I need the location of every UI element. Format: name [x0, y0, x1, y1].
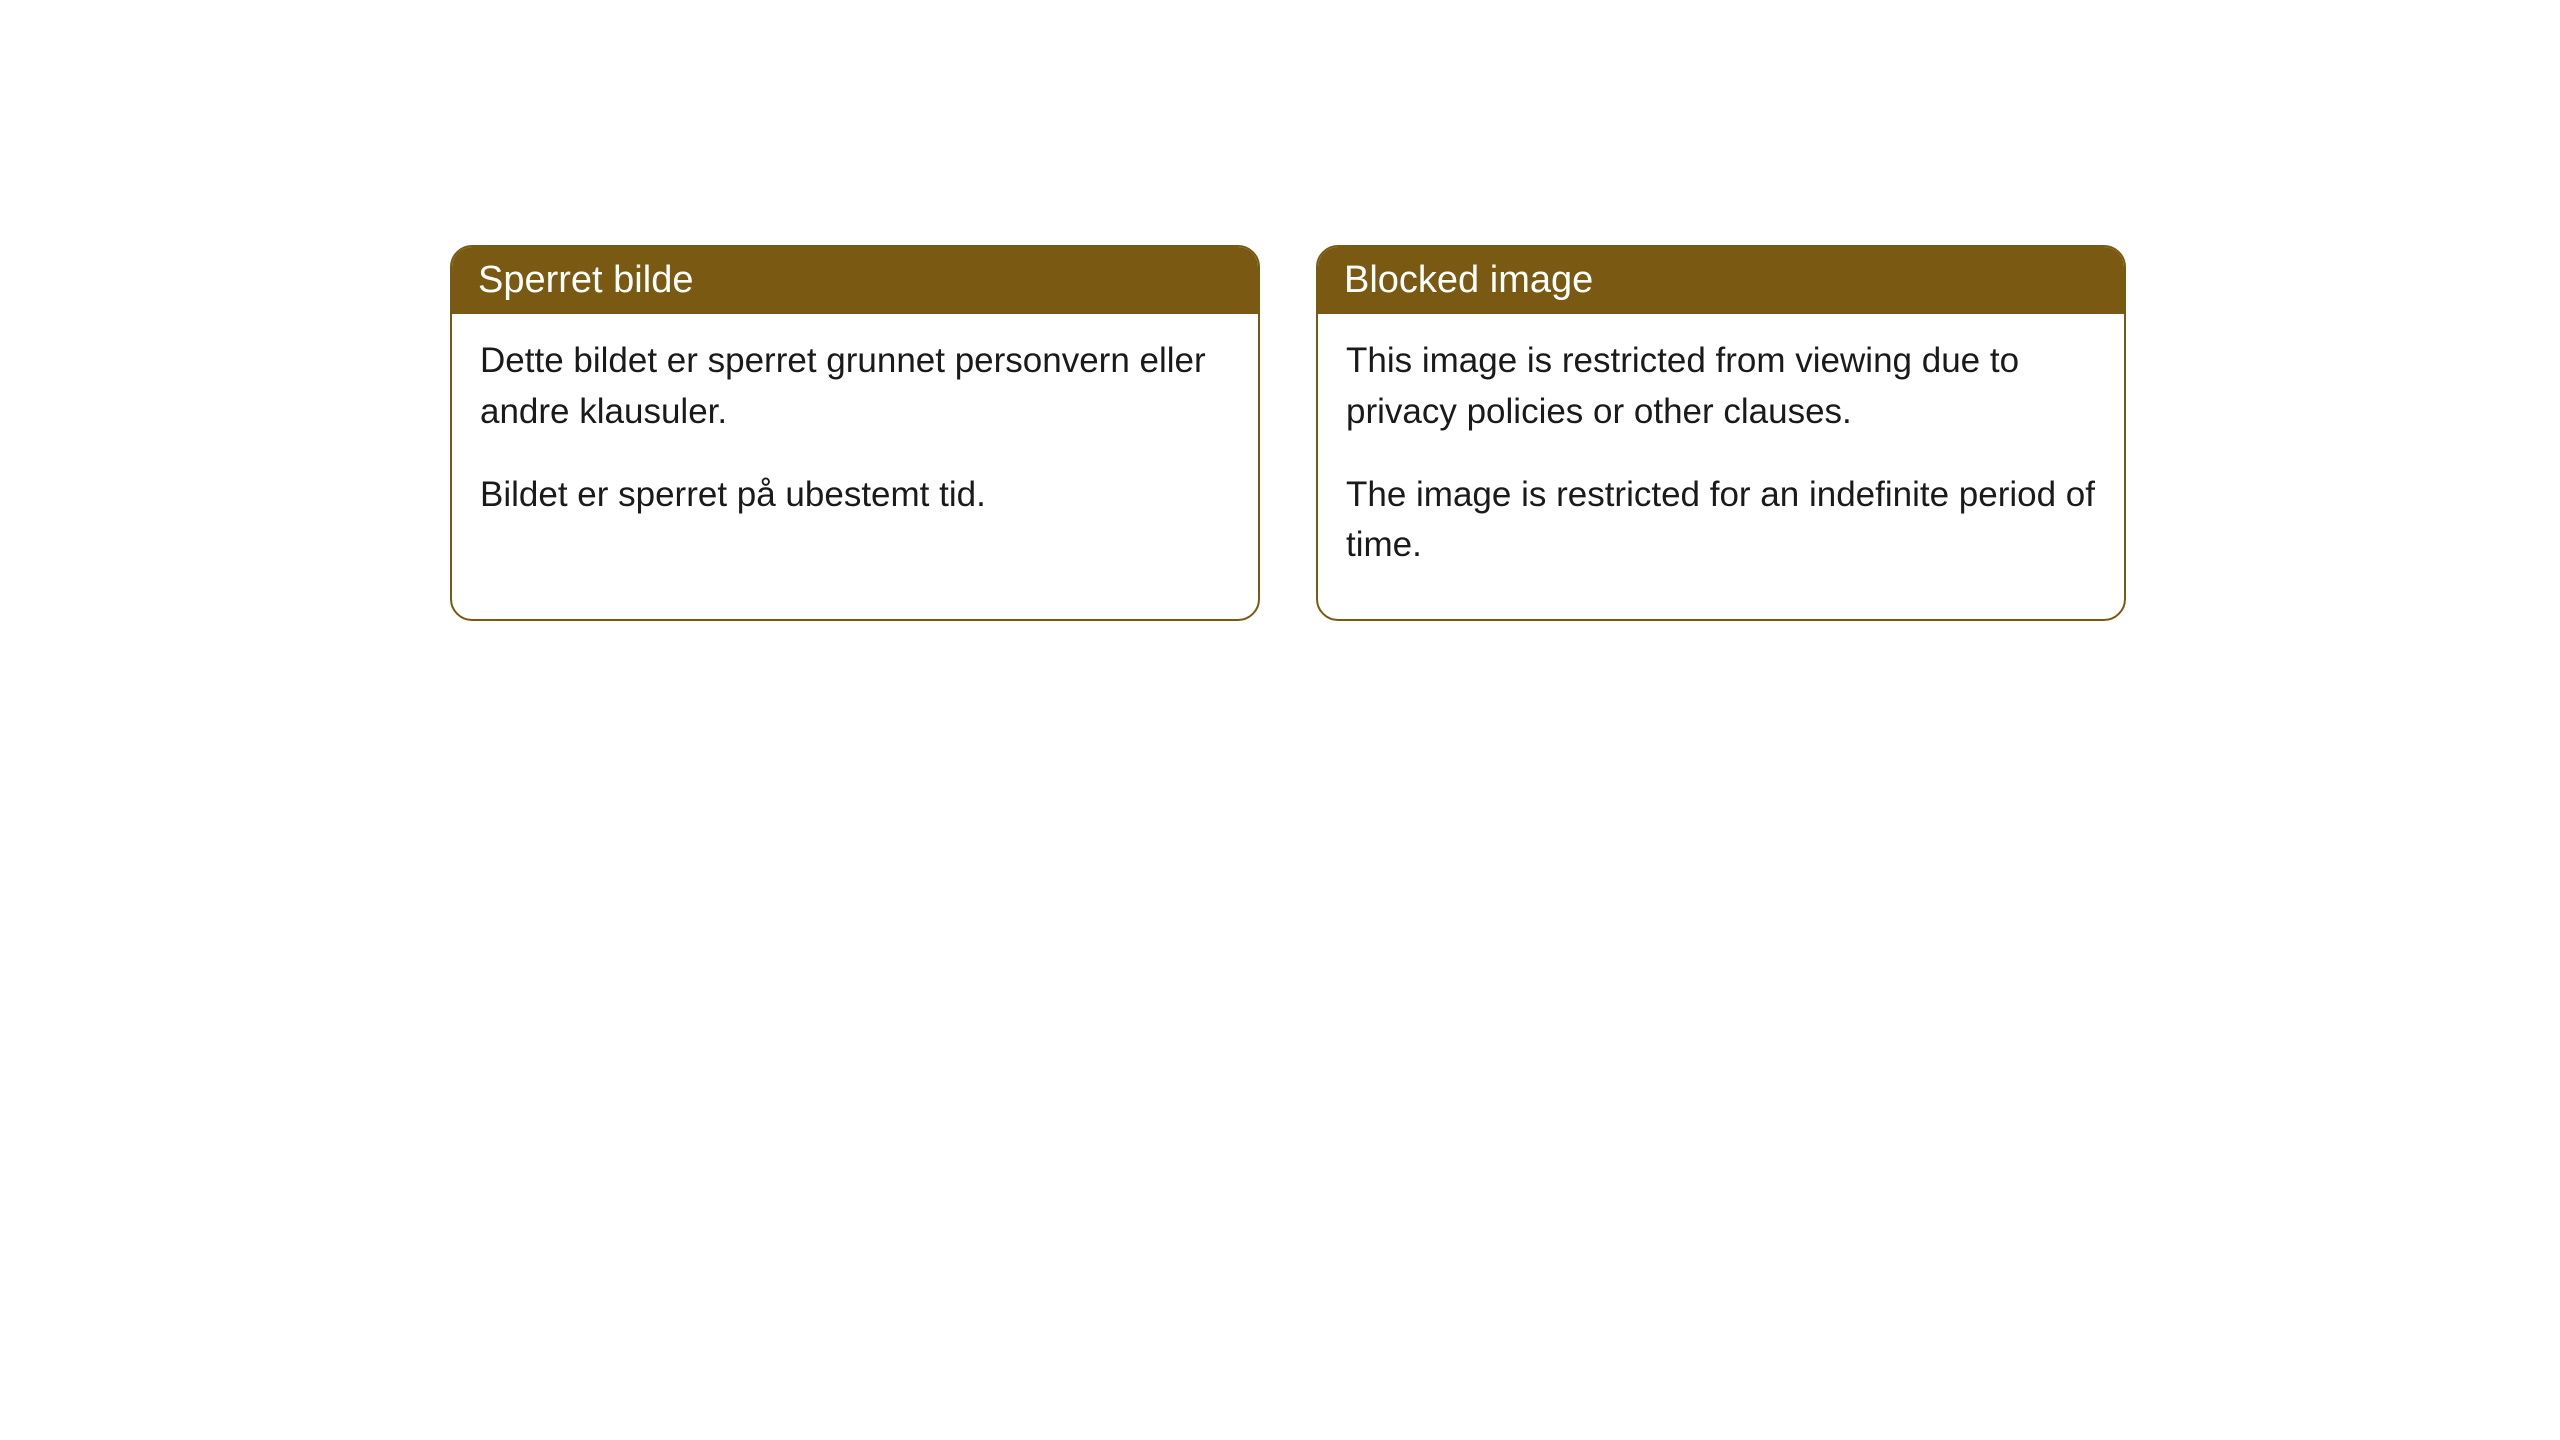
card-header: Sperret bilde [452, 247, 1258, 314]
card-paragraph-2: The image is restricted for an indefinit… [1346, 470, 2096, 572]
card-header: Blocked image [1318, 247, 2124, 314]
card-paragraph-2: Bildet er sperret på ubestemt tid. [480, 470, 1230, 521]
blocked-image-card-english: Blocked image This image is restricted f… [1316, 245, 2126, 621]
notice-cards-container: Sperret bilde Dette bildet er sperret gr… [450, 245, 2560, 621]
card-body: This image is restricted from viewing du… [1318, 314, 2124, 619]
card-body: Dette bildet er sperret grunnet personve… [452, 314, 1258, 568]
card-paragraph-1: Dette bildet er sperret grunnet personve… [480, 336, 1230, 438]
card-title: Sperret bilde [478, 259, 693, 301]
card-title: Blocked image [1344, 259, 1593, 301]
blocked-image-card-norwegian: Sperret bilde Dette bildet er sperret gr… [450, 245, 1260, 621]
card-paragraph-1: This image is restricted from viewing du… [1346, 336, 2096, 438]
